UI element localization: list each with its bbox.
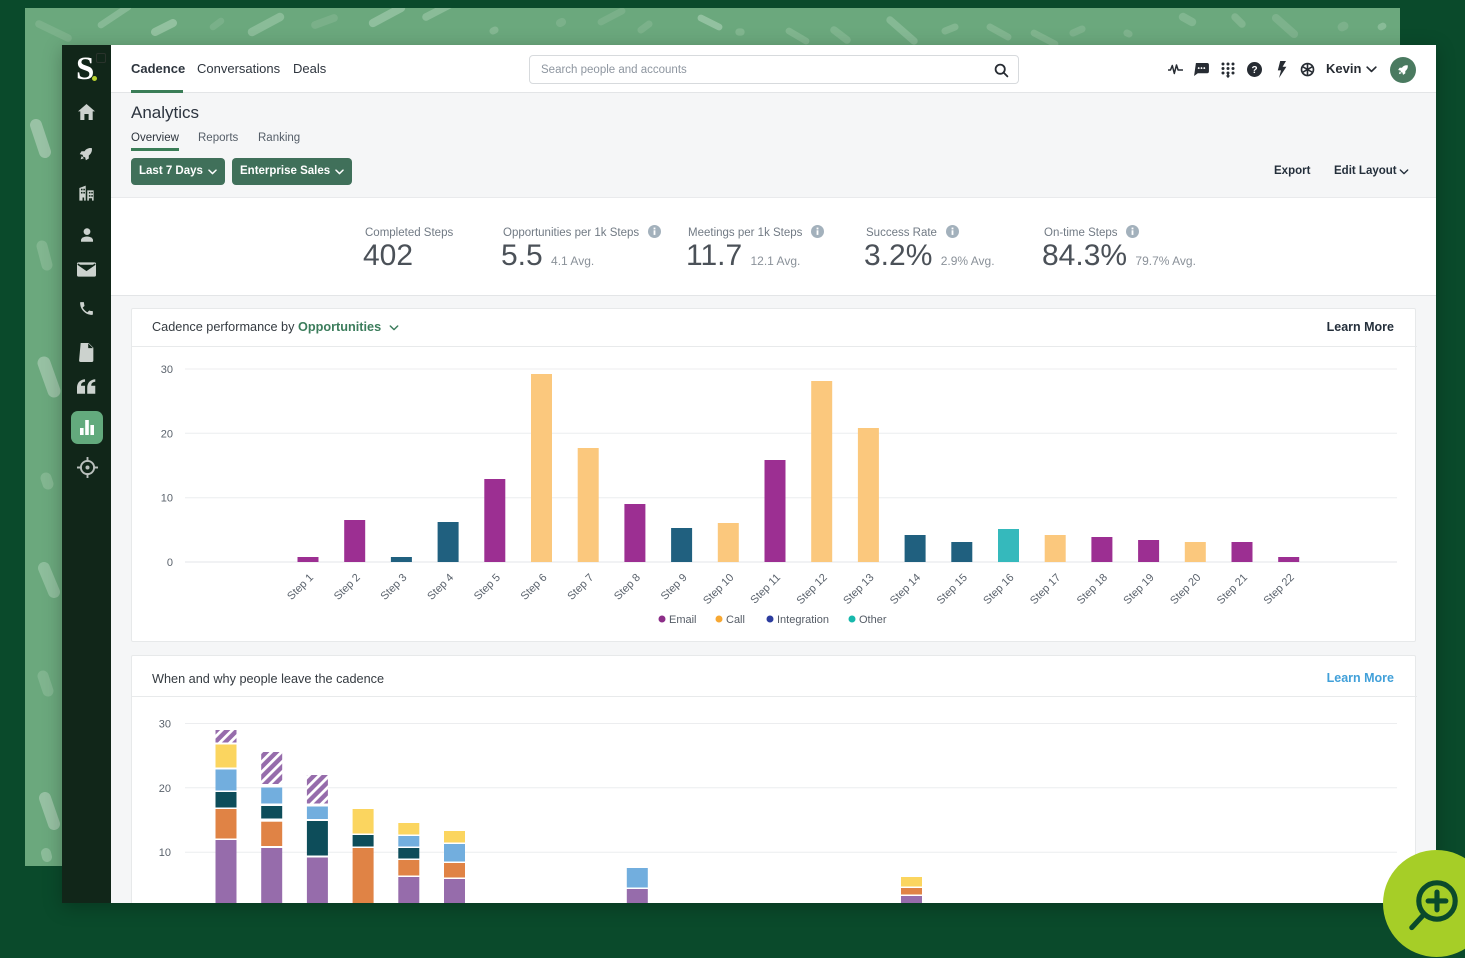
svg-text:Step 22: Step 22: [1262, 572, 1297, 607]
svg-text:10: 10: [161, 493, 173, 505]
svg-text:Step 10: Step 10: [701, 572, 736, 607]
svg-text:Step 14: Step 14: [888, 572, 923, 607]
svg-text:Integration: Integration: [777, 614, 829, 626]
svg-text:Step 15: Step 15: [935, 572, 970, 607]
svg-text:Email: Email: [669, 614, 697, 626]
svg-text:Step 7: Step 7: [565, 572, 596, 603]
svg-text:Call: Call: [726, 614, 745, 626]
svg-text:Step 16: Step 16: [981, 572, 1016, 607]
svg-text:Step 17: Step 17: [1028, 572, 1063, 607]
svg-text:Step 11: Step 11: [748, 572, 783, 607]
svg-text:Step 9: Step 9: [659, 572, 690, 603]
svg-text:Step 8: Step 8: [612, 572, 643, 603]
svg-text:10: 10: [159, 847, 171, 859]
svg-text:Step 18: Step 18: [1075, 572, 1110, 607]
svg-text:Step 6: Step 6: [519, 572, 550, 603]
svg-text:Step 2: Step 2: [332, 572, 363, 603]
svg-text:Step 3: Step 3: [379, 572, 410, 603]
svg-text:Step 20: Step 20: [1168, 572, 1203, 607]
svg-text:?: ?: [1251, 65, 1257, 76]
svg-text:20: 20: [161, 428, 173, 440]
svg-text:Step 5: Step 5: [472, 572, 503, 603]
svg-text:Step 19: Step 19: [1121, 572, 1156, 607]
svg-text:30: 30: [159, 719, 171, 731]
svg-text:Step 12: Step 12: [795, 572, 830, 607]
svg-text:Step 13: Step 13: [841, 572, 876, 607]
svg-text:Step 21: Step 21: [1215, 572, 1250, 607]
svg-text:0: 0: [167, 557, 173, 569]
svg-text:Other: Other: [859, 614, 887, 626]
svg-text:20: 20: [159, 783, 171, 795]
svg-text:30: 30: [161, 364, 173, 376]
svg-text:Step 1: Step 1: [285, 572, 316, 603]
svg-text:Step 4: Step 4: [425, 572, 456, 603]
